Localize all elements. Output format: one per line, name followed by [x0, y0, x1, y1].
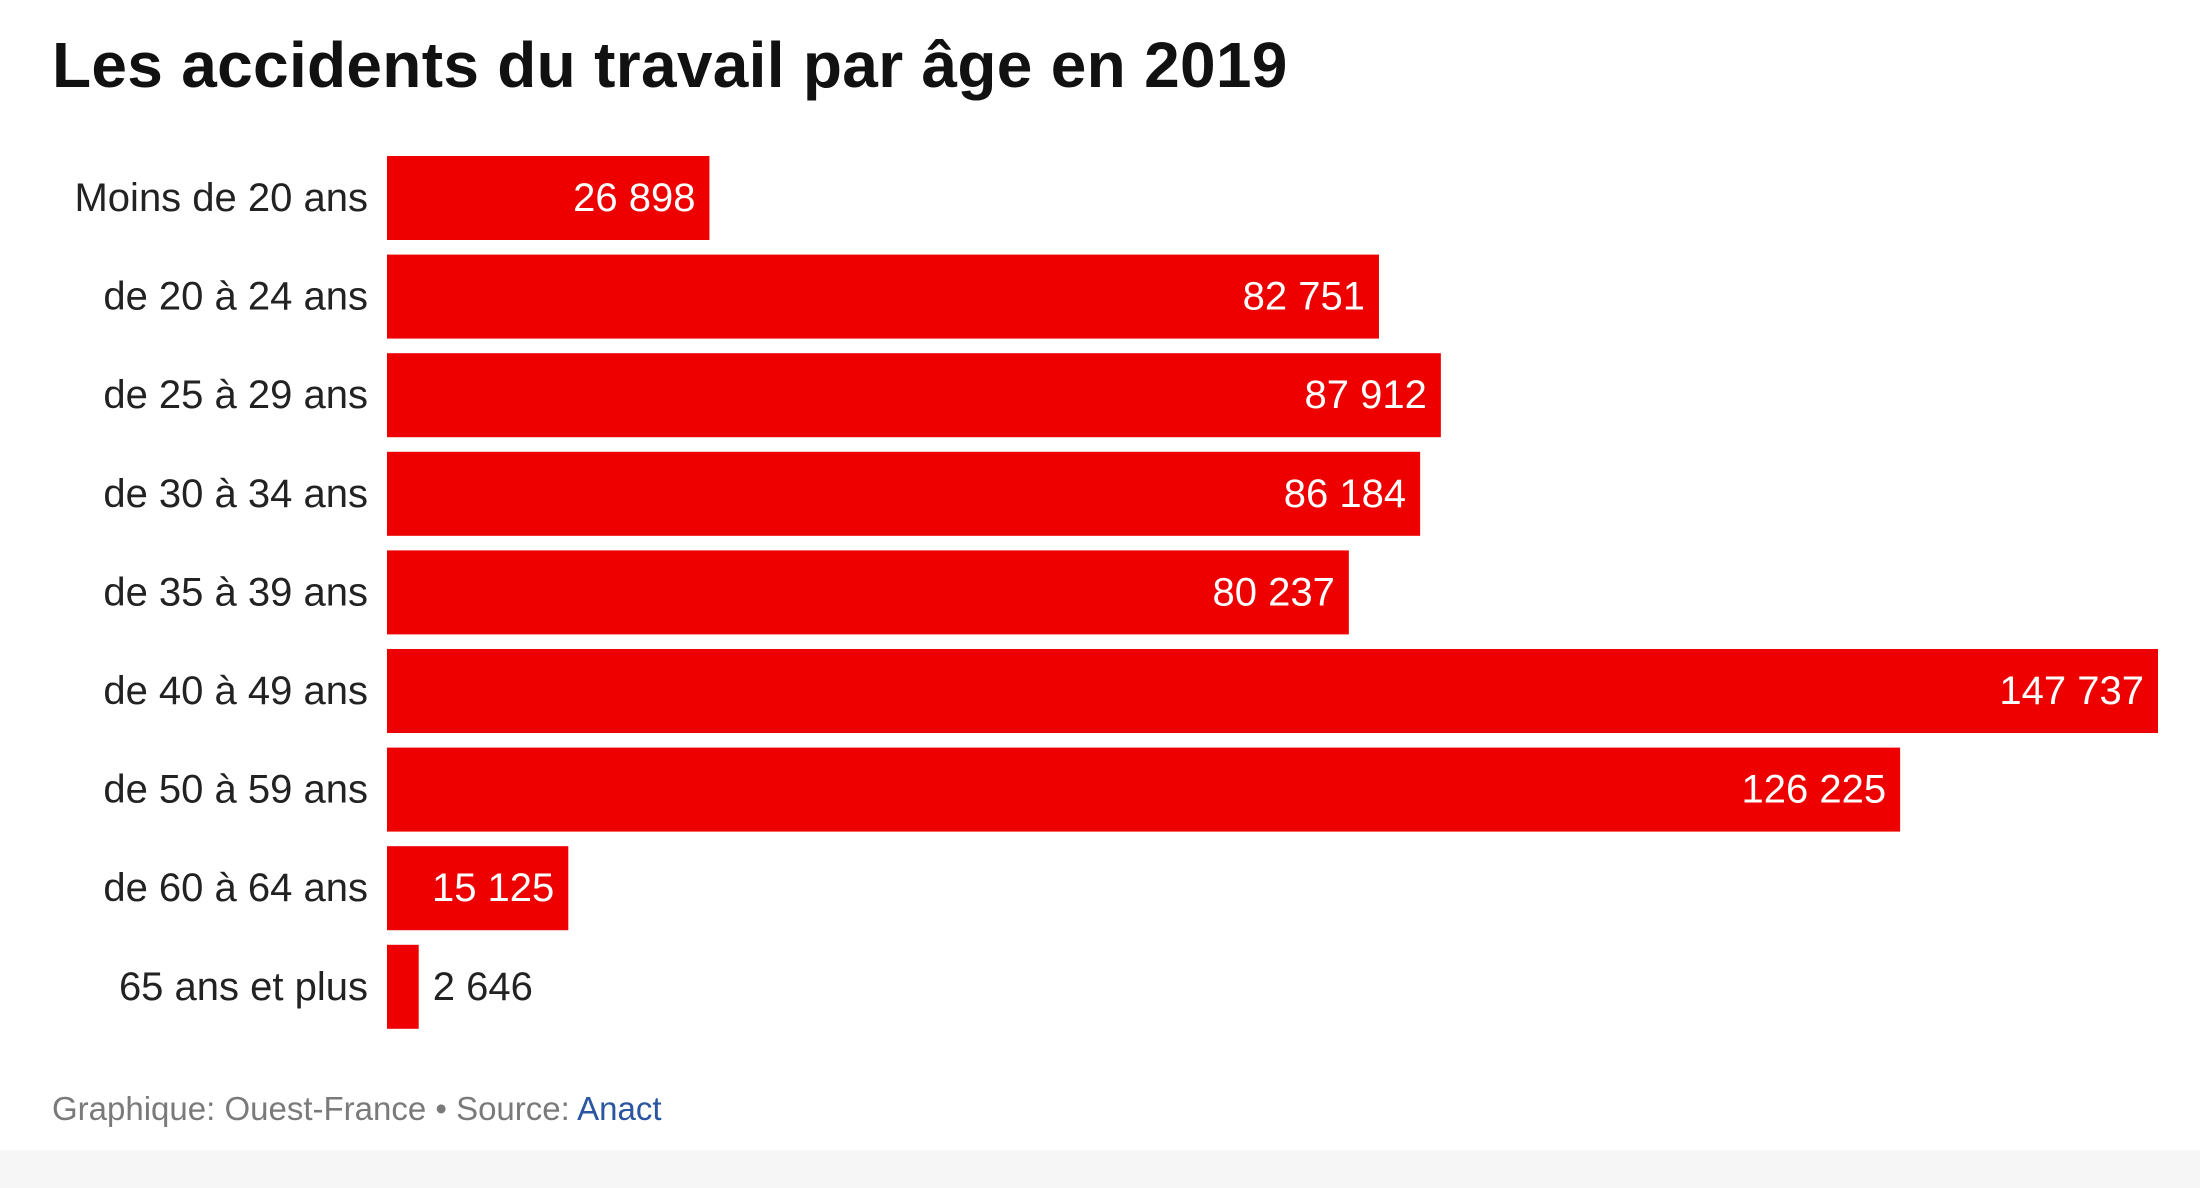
bar-8 [387, 944, 419, 1029]
category-label-2: de 25 à 29 ans [103, 373, 368, 417]
value-label-3: 86 184 [1284, 472, 1406, 516]
category-label-3: de 30 à 34 ans [103, 472, 368, 516]
category-label-6: de 50 à 59 ans [103, 768, 368, 812]
bar-7 [387, 846, 569, 931]
category-label-8: 65 ans et plus [119, 965, 368, 1009]
bar-4 [387, 550, 1349, 635]
chart-footer: Graphique: Ouest-France • Source: Anact [52, 1090, 662, 1128]
category-label-0: Moins de 20 ans [74, 176, 368, 220]
value-label-8: 2 646 [433, 965, 533, 1009]
bar-5 [387, 649, 2158, 733]
footer-credit: Graphique: Ouest-France • Source: [52, 1090, 578, 1127]
category-label-4: de 35 à 39 ans [103, 570, 368, 614]
bar-0 [387, 156, 710, 240]
value-label-1: 82 751 [1243, 275, 1365, 319]
bar-2 [387, 353, 1441, 438]
bar-3 [387, 451, 1421, 536]
category-label-5: de 40 à 49 ans [103, 669, 368, 713]
value-label-7: 15 125 [432, 866, 554, 910]
value-label-6: 126 225 [1742, 768, 1887, 812]
bottom-divider [0, 1150, 2200, 1188]
category-label-7: de 60 à 64 ans [103, 866, 368, 910]
value-label-2: 87 912 [1305, 373, 1427, 417]
value-label-4: 80 237 [1212, 570, 1334, 614]
value-label-5: 147 737 [1999, 669, 2144, 713]
category-label-1: de 20 à 24 ans [103, 275, 368, 319]
source-link[interactable]: Anact [577, 1090, 662, 1127]
bar-1 [387, 254, 1379, 339]
value-label-0: 26 898 [573, 176, 695, 220]
chart-title: Les accidents du travail par âge en 2019 [52, 29, 1288, 101]
bar-6 [387, 747, 1901, 832]
